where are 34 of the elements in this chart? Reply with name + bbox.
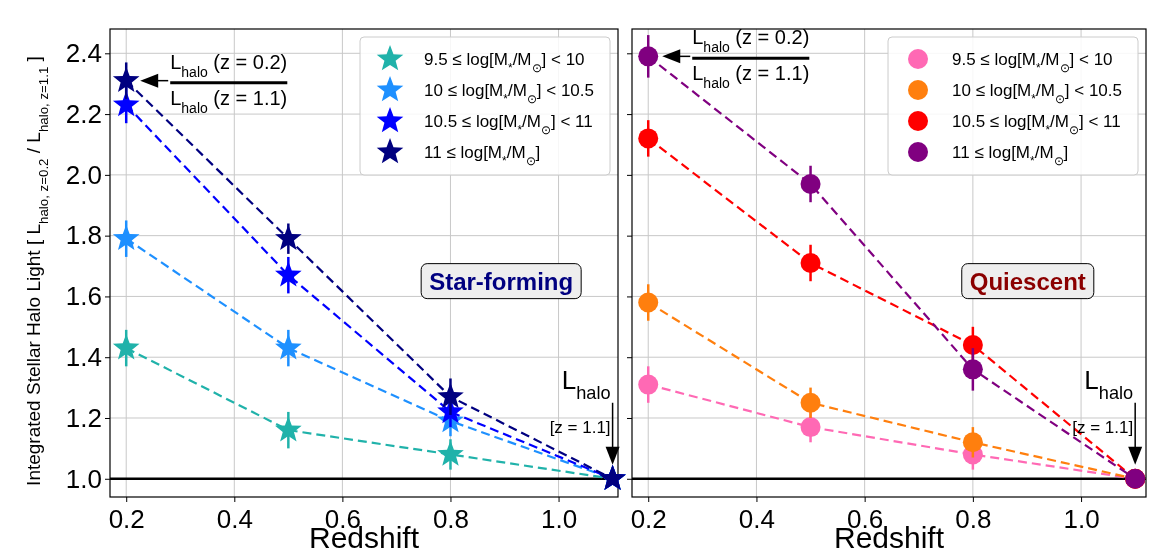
x-tick-label: 0.4 [216, 504, 253, 535]
legend-label: 10 ≤ log[M$_{*}$/M$_{⊙}$] < 10.5 [952, 80, 1122, 106]
legend-label: 11 ≤ log[M$_{*}$/M$_{⊙}$] [952, 142, 1069, 168]
annotation: L$_{halo}$ (z = 1.1) [692, 62, 810, 92]
x-tick-label: 0.4 [738, 504, 776, 535]
x-tick-label: 0.2 [630, 504, 667, 535]
annotation: L$_{halo}$ [561, 364, 611, 403]
y-tick-label: 1.2 [65, 402, 102, 433]
y-tick-label: 2.4 [65, 38, 102, 69]
y-tick-label: 2.2 [65, 98, 102, 129]
x-tick-label: 0.8 [432, 504, 470, 535]
y-tick-label: 1.4 [65, 342, 102, 373]
annotation: L$_{halo}$ (z = 0.2) [692, 26, 810, 56]
annotation: L$_{halo}$ [1084, 364, 1134, 403]
y-tick-label: 2.0 [65, 159, 102, 190]
legend-label: 9.5 ≤ log[M$_{*}$/M$_{⊙}$] < 10 [424, 49, 585, 75]
legend-label: 9.5 ≤ log[M$_{*}$/M$_{⊙}$] < 10 [952, 49, 1113, 75]
annotation: [z = 1.1] [549, 417, 611, 437]
annotation: Star-forming [429, 267, 574, 295]
x-tick-label: 0.8 [955, 504, 992, 535]
legend-label: 10 ≤ log[M$_{*}$/M$_{⊙}$] < 10.5 [424, 80, 594, 106]
y-tick-label: 1.6 [65, 281, 102, 312]
y-tick-label: 1.8 [65, 220, 102, 251]
x-tick-label: 1.0 [1063, 504, 1100, 535]
y-tick-label: 1.0 [65, 463, 102, 494]
legend-label: 11 ≤ log[M$_{*}$/M$_{⊙}$] [424, 142, 541, 168]
x-tick-label: 0.2 [108, 504, 145, 535]
legend-label: 10.5 ≤ log[M$_{*}$/M$_{⊙}$] < 11 [952, 111, 1121, 137]
legend-label: 10.5 ≤ log[M$_{*}$/M$_{⊙}$] < 11 [424, 111, 593, 137]
annotation: Quiescent [969, 267, 1086, 295]
annotation: [z = 1.1] [1072, 417, 1134, 437]
annotation: L$_{halo}$ (z = 0.2) [170, 50, 288, 80]
x-tick-label: 1.0 [540, 504, 578, 535]
annotation: L$_{halo}$ (z = 1.1) [170, 86, 288, 116]
